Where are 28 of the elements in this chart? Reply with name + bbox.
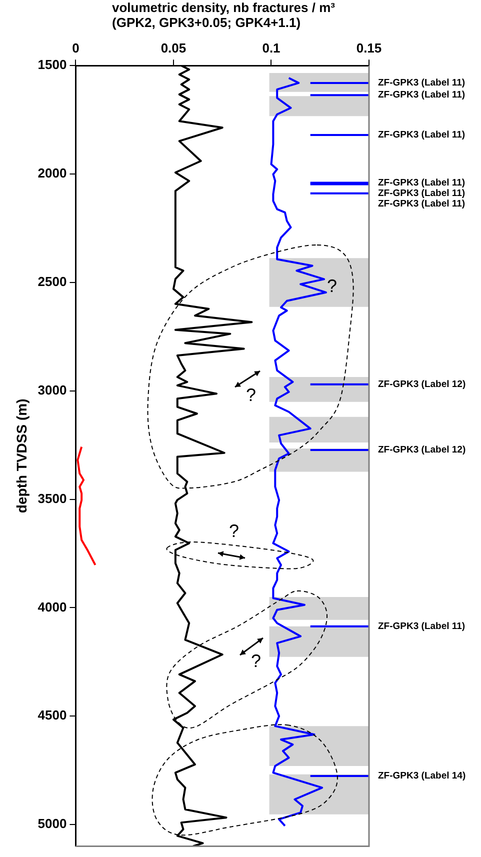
- ref-line-label: ZF-GPK3 (Label 12): [378, 378, 466, 390]
- ref-line-label: ZF-GPK3 (Label 11): [378, 78, 466, 89]
- ref-line-label: ZF-GPK3 (Label 11): [378, 198, 466, 210]
- x-tick-label: 0: [72, 40, 80, 56]
- ref-line-label: ZF-GPK3 (Label 11): [378, 130, 466, 141]
- chart-title: volumetric density, nb fractures / m³ (GPK2, GPK3+0.05; GPK4+1.1): [112, 0, 335, 30]
- ref-line-label: ZF-GPK3 (Label 11): [378, 90, 466, 101]
- ref-line-label: ZF-GPK3 (Label 11): [378, 620, 466, 632]
- x-tick-label: 0.15: [356, 40, 382, 56]
- ref-line-label: ZF-GPK3 (Label 12): [378, 444, 466, 456]
- x-tick-label: 0.05: [160, 40, 186, 56]
- x-tick-label: 0.1: [262, 40, 280, 56]
- annotation: ?: [251, 651, 262, 671]
- y-axis-title: depth TVDSS (m): [13, 398, 30, 514]
- y-tick-label: 4000: [38, 599, 67, 614]
- y-tick-label: 2500: [38, 274, 67, 290]
- annotation: ?: [246, 385, 256, 405]
- ref-line-label: ZF-GPK3 (Label 11): [378, 188, 466, 199]
- y-tick-label: 1500: [38, 57, 67, 72]
- annotation: ?: [229, 521, 240, 541]
- y-tick-label: 2000: [38, 166, 67, 181]
- y-tick-label: 4500: [38, 708, 67, 723]
- annotation: ?: [327, 276, 338, 296]
- ref-line-label: ZF-GPK3 (Label 14): [378, 770, 466, 782]
- y-tick-label: 3500: [38, 490, 67, 506]
- y-tick-label: 3000: [38, 382, 67, 398]
- ref-line-label: ZF-GPK3 (Label 11): [378, 177, 466, 188]
- y-tick-label: 5000: [38, 816, 67, 832]
